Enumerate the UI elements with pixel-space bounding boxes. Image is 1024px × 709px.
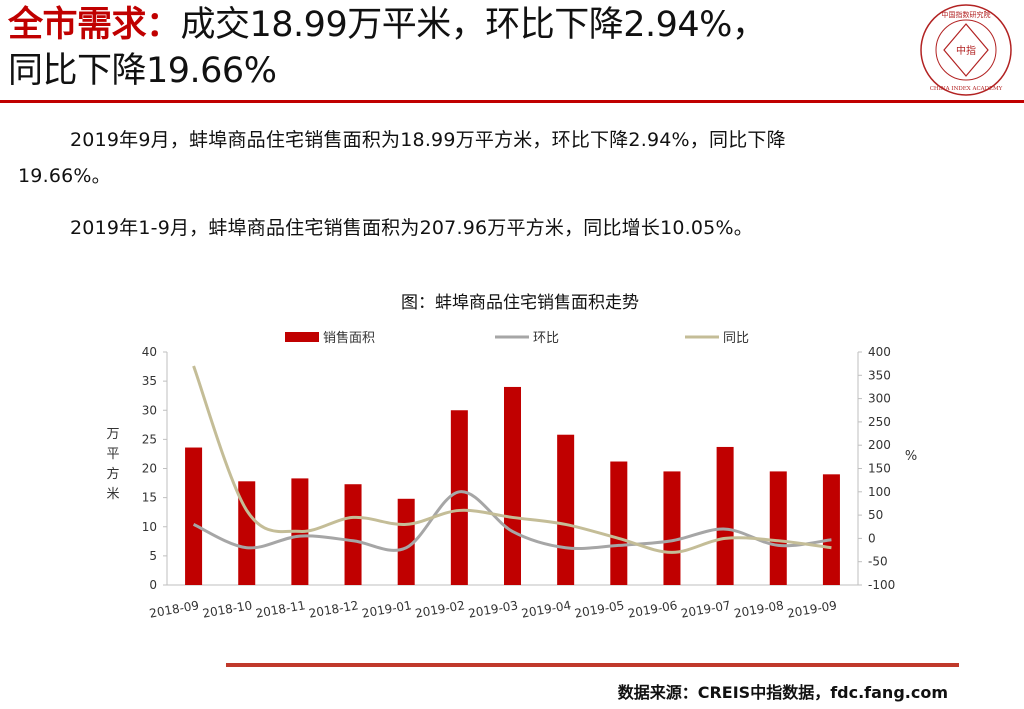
y-axis-label-char: 米 [106,487,119,502]
x-tick-label: 2018-09 [148,598,200,620]
line-mom [192,490,832,552]
bar-sales-area [557,434,575,585]
y-tick-label: 20 [142,462,157,476]
x-tick-label: 2019-07 [680,598,732,620]
y2-tick-label: 150 [868,462,891,476]
y2-tick-label: 250 [868,415,891,429]
title-highlight: 全市需求： [8,5,181,45]
bar-sales-area [822,474,840,585]
china-index-academy-logo: 中指 中国指数研究院 CHINA INDEX ACADEMY [920,4,1012,96]
y-tick-label: 10 [142,520,157,534]
x-tick-label: 2019-09 [786,598,838,620]
y2-tick-label: 300 [868,392,891,406]
y-tick-label: 0 [149,578,157,592]
y-axis-label-char: 万 [106,427,119,442]
y-tick-label: 15 [142,491,157,505]
y2-tick-label: 400 [868,345,891,359]
y-axis-label-char: 平 [106,447,119,462]
x-tick-label: 2019-02 [414,598,466,620]
x-tick-label: 2019-03 [467,598,519,620]
y2-tick-label: 350 [868,368,891,382]
logo-bottom-text: CHINA INDEX ACADEMY [930,86,1003,92]
x-tick-label: 2018-11 [255,598,307,620]
title-line2: 同比下降19.66% [8,51,277,91]
x-tick-label: 2019-01 [361,598,413,620]
title-line1: 成交18.99万平米，环比下降2.94%， [180,5,767,45]
y2-tick-label: 100 [868,485,891,499]
bar-sales-area [185,447,203,585]
y-tick-label: 25 [142,432,157,446]
title-divider [0,100,1024,103]
bar-sales-area [450,410,468,585]
paragraph-1-line-1: 2019年9月，蚌埠商品住宅销售面积为18.99万平方米，环比下降2.94%，同… [70,129,786,151]
bar-sales-area [503,386,522,585]
line-yoy [192,365,832,554]
paragraph-1-line-2: 19.66%。 [18,165,111,187]
bar-sales-area [663,471,681,585]
legend-sales-area-label: 销售面积 [323,330,375,346]
footer-divider [226,663,959,667]
bar-sales-area [716,446,734,585]
y-tick-label: 40 [142,345,157,359]
page-title: 全市需求：成交18.99万平米，环比下降2.94%， 同比下降19.66% [8,2,908,94]
bar-sales-area [397,498,415,585]
y2-tick-label: 0 [868,531,876,545]
x-tick-label: 2019-05 [574,598,626,620]
logo-top-text: 中国指数研究院 [942,10,991,19]
bar-sales-area [769,471,787,585]
y-tick-label: 30 [142,403,157,417]
y2-tick-label: -50 [868,555,888,569]
legend-sales-area-swatch [285,332,319,342]
x-tick-label: 2019-04 [520,598,572,620]
logo-center-text: 中指 [956,44,976,57]
x-tick-label: 2019-06 [627,598,679,620]
bar-sales-area [610,461,628,585]
y-tick-label: 35 [142,374,157,388]
x-tick-label: 2018-10 [201,598,253,620]
chart-title: 图：蚌埠商品住宅销售面积走势 [401,293,639,313]
bar-sales-area [238,481,256,585]
paragraph-2: 2019年1-9月，蚌埠商品住宅销售面积为207.96万平方米，同比增长10.0… [70,217,753,239]
legend-yoy-label: 同比 [723,331,749,346]
y2-tick-label: 200 [868,438,891,452]
y2-axis-label: % [905,449,917,464]
bar-sales-area [344,484,362,585]
legend-mom-label: 环比 [533,331,559,346]
x-tick-label: 2019-08 [733,598,785,620]
sales-area-chart: 0 5 10 15 20 25 30 35 40 -100 -50 0 50 100 150 200 250 30… [106,330,917,621]
y2-tick-label: -100 [868,578,895,592]
x-tick-label: 2018-12 [308,598,360,620]
y-tick-label: 5 [149,549,157,563]
y2-tick-label: 50 [868,508,883,522]
y-axis-label-char: 方 [106,466,119,482]
data-source: 数据来源：CREIS中指数据，fdc.fang.com [617,683,948,702]
